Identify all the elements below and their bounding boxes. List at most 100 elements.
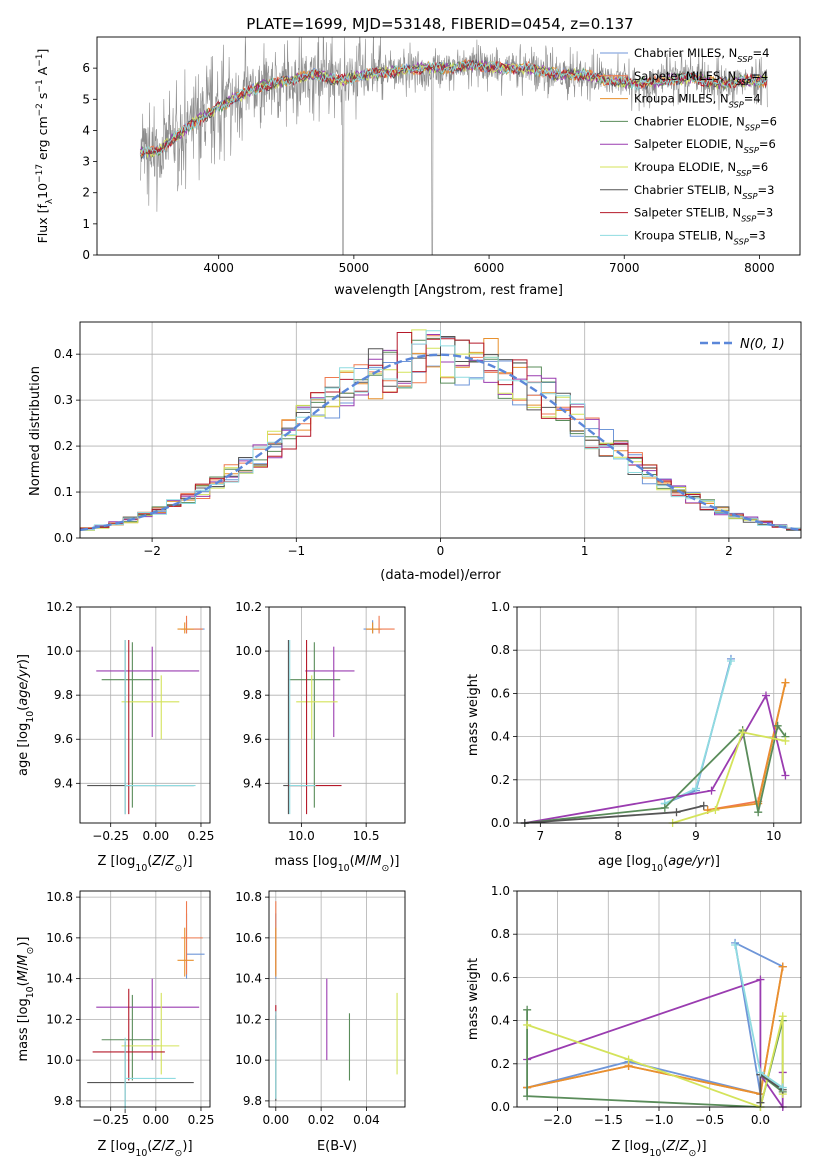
label-part: =4 (751, 69, 768, 83)
axes-frame (268, 890, 406, 1108)
y-tick-label: 9.4 (243, 776, 262, 790)
y-tick-label: 0.0 (491, 816, 510, 830)
label-part: )] (16, 937, 31, 947)
y-tick-label: 0.8 (491, 927, 510, 941)
label-part: 10 (649, 1148, 661, 1159)
label-part: Z [log (97, 1139, 135, 1154)
label-part: Z [log (611, 1139, 649, 1154)
label-part: Flux [f (35, 204, 50, 244)
legend-entry: Chabrier MILES, NSSP=4 (634, 46, 769, 64)
panel-spectrum: 4000 5000 6000 7000 8000 0 1 2 3 4 5 6 Chabrier MILE… (35, 36, 801, 298)
label-part: Z (151, 854, 162, 869)
y-axis-label: mass [log10(M/M⊙)] (16, 937, 36, 1062)
y-tick-label: 0.1 (54, 485, 73, 499)
y-tick-label: 10.6 (46, 931, 73, 945)
y-tick-label: 0.6 (491, 686, 510, 700)
label-part: ( (16, 706, 31, 711)
legend-entry: Chabrier ELODIE, NSSP=6 (634, 114, 777, 132)
x-tick-label: 0.25 (188, 829, 215, 843)
x-tick-label: −0.5 (695, 1113, 724, 1127)
x-axis-label: Z [log10(Z/Z⊙)] (97, 1139, 192, 1159)
y-tick-label: 10.4 (235, 972, 262, 986)
x-axis-label: E(B-V) (317, 1139, 357, 1154)
weight-marker-chabrier_elodie (523, 1092, 532, 1101)
y-axis-label: Normed distribution (28, 366, 43, 496)
y-tick-label: 2 (82, 186, 90, 200)
x-tick-label: 1 (581, 544, 589, 558)
panel-mass_vs_Z: −0.25 0.00 0.25 9.8 10.0 10.2 10.4 10.6 10.8 Z [l… (16, 890, 214, 1158)
y-tick-label: 10.0 (235, 644, 262, 658)
label-part: SSP (744, 145, 759, 155)
y-tick-label: 10.0 (46, 1053, 73, 1067)
legend-entry: Salpeter STELIB, NSSP=3 (634, 206, 773, 224)
weight-marker-kroupa_stelib (691, 784, 700, 793)
label-part: erg cm (35, 116, 50, 164)
figure-title: PLATE=1699, MJD=53148, FIBERID=0454, z=0… (246, 15, 633, 33)
label-part: )] (389, 854, 399, 869)
label-part: =3 (749, 228, 766, 242)
x-tick-label: −0.25 (92, 829, 129, 843)
label-part: Chabrier MILES, N (634, 46, 737, 60)
label-part: )] (182, 854, 192, 869)
weight-marker-kroupa_miles (781, 678, 790, 687)
y-tick-label: 0.2 (491, 773, 510, 787)
y-tick-label: 0.0 (491, 1100, 510, 1114)
x-tick-label: −0.25 (92, 1113, 129, 1127)
panel-residuals: −2 −1 0 1 2 0.0 0.1 0.2 0.3 0.4 N(0, 1) (data-model… (28, 321, 802, 583)
label-part: mass [log (16, 998, 31, 1061)
label-part: A (35, 66, 50, 79)
axes-frame (79, 606, 211, 824)
label-part: )] (696, 1139, 706, 1154)
label-part: 10 (135, 863, 147, 874)
weight-marker-kroupa_stelib (726, 657, 735, 665)
label-part: SSP (736, 168, 751, 178)
label-part: ⊙ (175, 863, 183, 874)
label-part: )] (16, 654, 31, 664)
x-tick-label: 6000 (474, 261, 505, 275)
axes-frame (516, 890, 802, 1108)
label-part: M (16, 970, 31, 981)
x-tick-label: 7000 (609, 261, 640, 275)
x-axis-label: Z [log10(Z/Z⊙)] (611, 1139, 706, 1159)
label-part: ⊙ (382, 863, 390, 874)
x-tick-label: −1.0 (644, 1113, 673, 1127)
label-part: ( (661, 1139, 666, 1154)
panel-weight_vs_age: 7 8 9 10 0.0 0.2 0.4 0.6 0.8 1.0 mass weight age [l… (466, 600, 802, 874)
label-part: =4 (752, 46, 769, 60)
label-part: age/yr (668, 854, 711, 869)
y-tick-label: 3 (82, 155, 90, 169)
label-part: ⊙ (25, 947, 36, 955)
label-part: −1 (35, 79, 45, 92)
y-tick-label: 10.0 (46, 644, 73, 658)
label-part: −1 (35, 54, 45, 67)
x-tick-label: −1 (287, 544, 305, 558)
y-tick-label: 9.8 (54, 688, 73, 702)
label-part: Z (165, 854, 176, 869)
label-part: 10 (651, 863, 663, 874)
y-tick-label: 1.0 (491, 884, 510, 898)
y-tick-label: 10.2 (46, 600, 73, 614)
x-tick-label: 0.00 (262, 1113, 289, 1127)
label-part: Salpeter ELODIE, N (634, 137, 744, 151)
weight-marker-kroupa_stelib (778, 1083, 787, 1092)
label-part: ( (663, 854, 668, 869)
y-tick-label: 9.8 (54, 1094, 73, 1108)
label-part: 10 (135, 1148, 147, 1159)
y-tick-label: 9.8 (243, 688, 262, 702)
label-part: Z (665, 1139, 676, 1154)
label-part: 10 (338, 863, 350, 874)
y-tick-label: 0.8 (491, 643, 510, 657)
panel-age_vs_Z: −0.25 0.00 0.259.49.69.810.010.2Z [log10(Z… (16, 600, 214, 874)
y-tick-label: 1.0 (491, 600, 510, 614)
legend-normal-label: N(0, 1) (740, 337, 785, 352)
weight-marker-salpeter_elodie (781, 771, 790, 780)
label-part: −2 (35, 103, 45, 116)
weight-marker-salpeter_elodie (756, 975, 765, 984)
y-axis-label: mass weight (466, 674, 481, 756)
weight-marker-kroupa_elodie (778, 1012, 787, 1021)
x-tick-label: 0 (437, 544, 445, 558)
label-part: / (16, 965, 31, 970)
